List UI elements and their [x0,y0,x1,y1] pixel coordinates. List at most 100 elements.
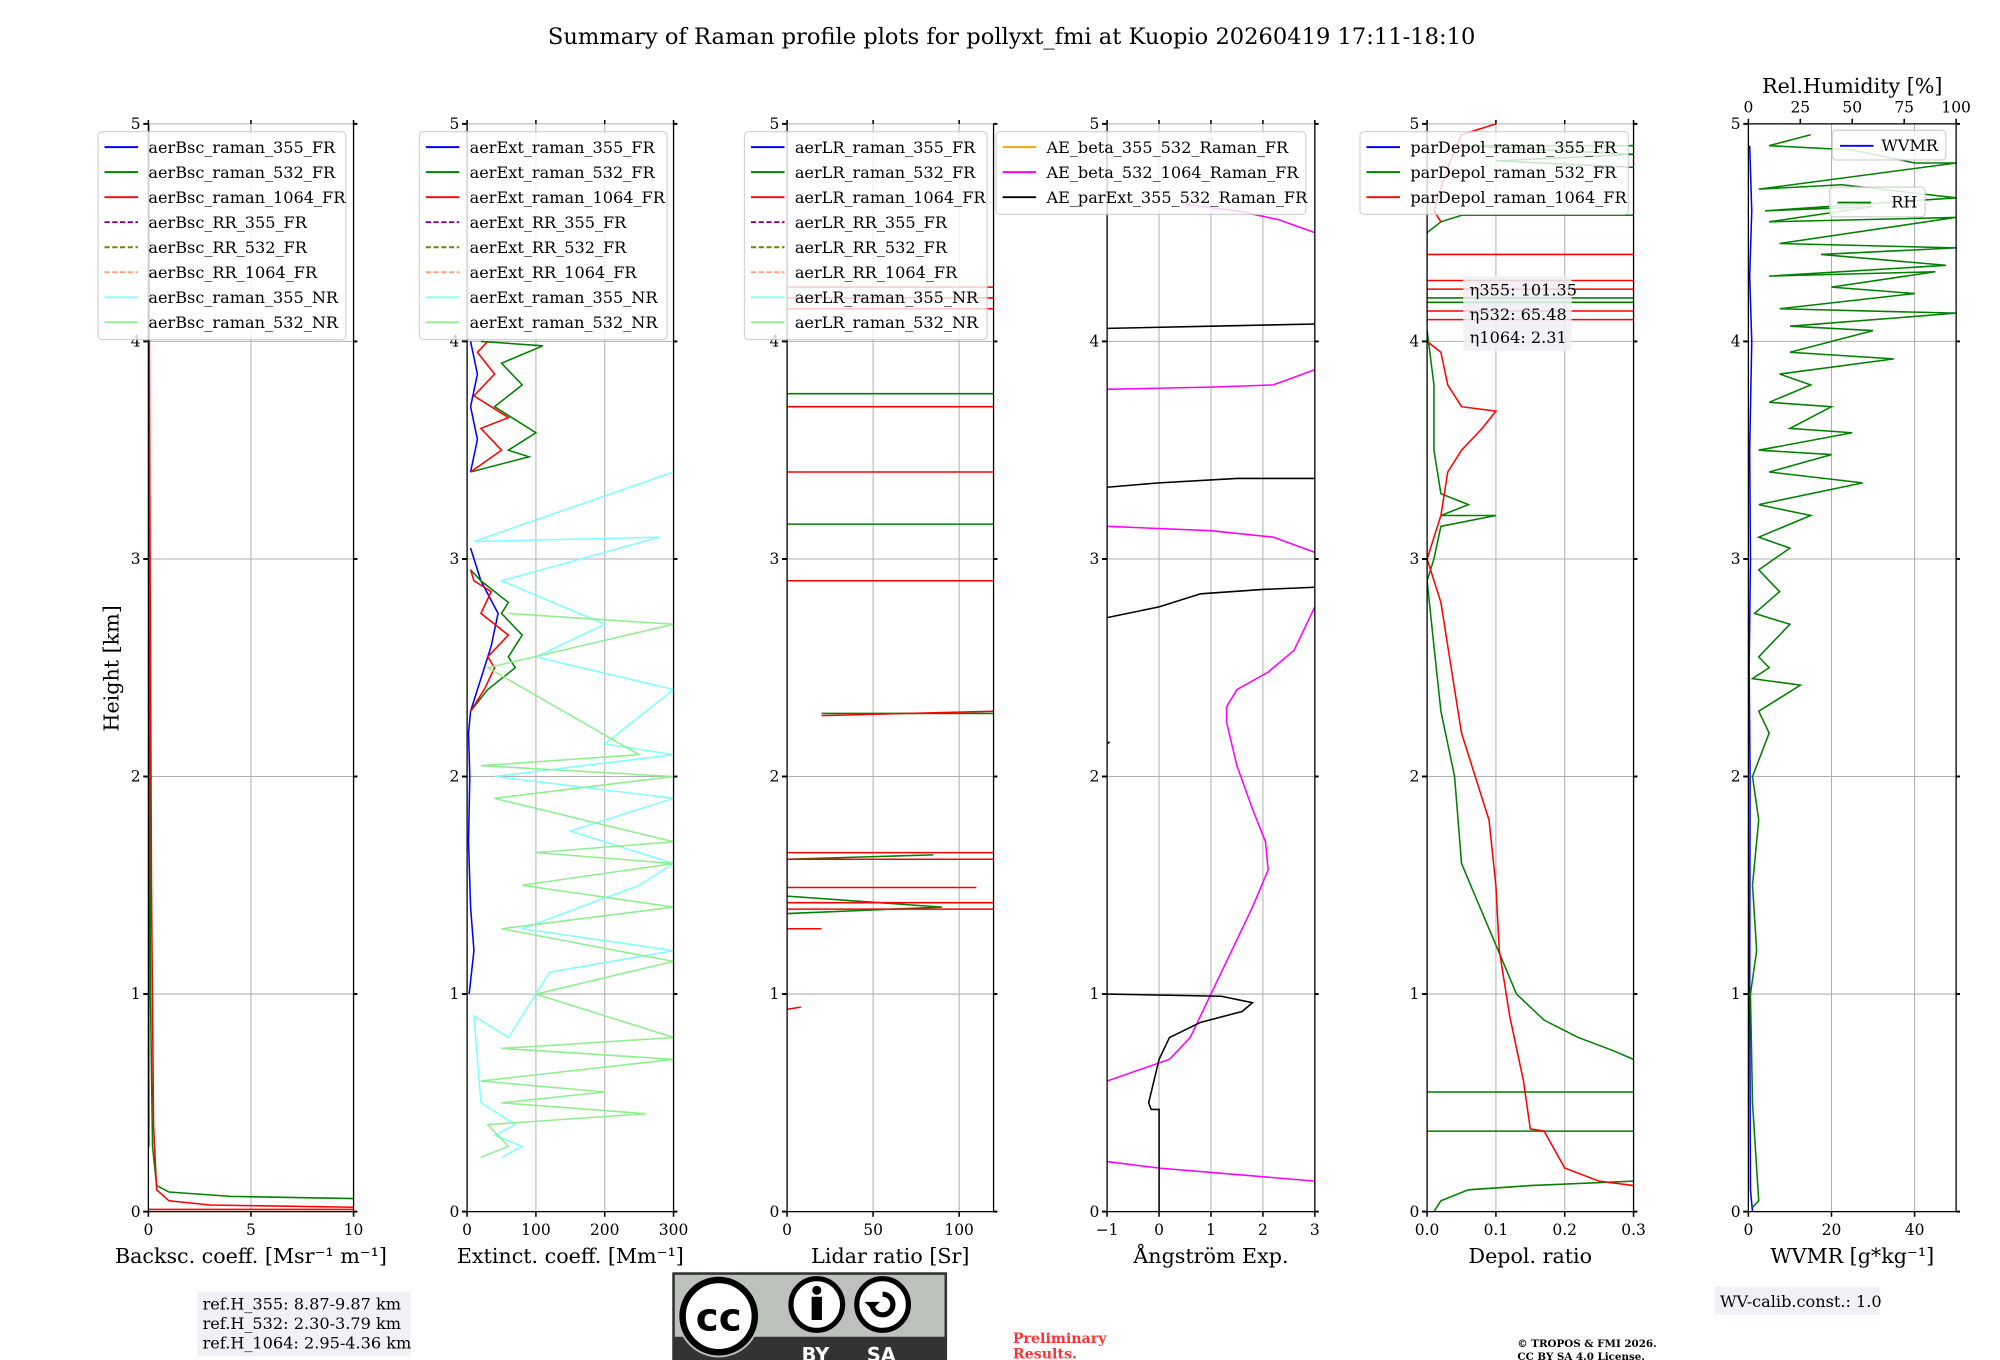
series-line-aerBsc_raman_1064_FR [148,123,354,1208]
legend-label: aerBsc_raman_532_NR [148,313,339,332]
eta-532: η532: 65.48 [1470,305,1567,324]
eta-1064: η1064: 2.31 [1470,328,1567,347]
ref-height-355: ref.H_355: 8.87-9.87 km [203,1295,401,1314]
y-tick-label: 3 [1410,550,1420,568]
x-tick-label: 5 [246,1221,256,1239]
legend: aerExt_raman_355_FR aerExt_raman_532_FRae… [418,130,668,341]
x-tick-label: 100 [944,1221,974,1239]
legend-RH: RH [1829,186,1926,218]
y-tick-label: 4 [1410,333,1420,351]
y-tick-label: 3 [1731,550,1741,568]
series-line-AE_parExt_355_532_Raman_FR [1107,993,1255,1212]
x-tick-label: 0 [462,1221,472,1239]
legend-label: parDepol_raman_355_FR [1410,138,1617,157]
x-axis-label: Depol. ratio [1469,1244,1593,1268]
copyright-line1: © TROPOS & FMI 2026. [1517,1338,1656,1350]
y-tick-label: 2 [770,768,780,786]
y-tick-label: 0 [1731,1203,1741,1221]
y-tick-label: 1 [1731,985,1741,1003]
series-line-aerExt_raman_355_FR [469,341,479,473]
series-line-AE_parExt_355_532_Raman_FR [1107,323,1315,330]
preliminary-text-line1: Preliminary [1013,1331,1107,1347]
x-tick-label: 300 [659,1221,689,1239]
y-tick-label: 3 [450,550,460,568]
y-tick-label: 5 [770,115,780,133]
y-tick-label: 1 [450,985,460,1003]
legend-label: aerExt_raman_355_NR [470,288,659,307]
top-tick-label: 0 [1743,98,1753,116]
panel-5: 0 1 2 3 4 5 0.0 0.1 0.2 0.3 Depol. ratio parDepol_r… [1359,115,1646,1268]
legend: aerBsc_raman_355_FR aerBsc_raman_532_FRae… [97,130,347,341]
legend-label: WVMR [1881,136,1939,155]
legend-label: parDepol_raman_532_FR [1410,163,1617,182]
top-tick-label: 100 [1941,98,1971,116]
x-axis-label: Backsc. coeff. [Msr⁻¹ m⁻¹] [115,1244,387,1268]
reference-heights-box: ref.H_355: 8.87-9.87 km ref.H_532: 2.30-… [197,1291,412,1357]
panel-2: 0 1 2 3 4 5 0 100 200 300 Extinct. coeff. [Mm⁻¹] ae… [418,115,689,1268]
series-line-aerLR_raman_1064_FR [787,1006,802,1011]
legend-label: aerLR_RR_1064_FR [795,263,958,282]
y-tick-label: 4 [131,333,141,351]
x-axis-label: WVMR [g*kg⁻¹] [1770,1244,1934,1268]
x-axis-label: Extinct. coeff. [Mm⁻¹] [457,1244,684,1268]
by-label: BY [802,1343,831,1360]
ref-height-1064: ref.H_1064: 2.95-4.36 km [203,1333,412,1352]
y-tick-label: 5 [1731,115,1741,133]
svg-text:cc: cc [696,1295,742,1340]
y-tick-label: 2 [1731,768,1741,786]
series-line-AE_parExt_355_532_Raman_FR [1107,477,1315,488]
legend-label: aerExt_raman_532_NR [470,313,659,332]
legend-label: aerLR_raman_532_NR [795,313,979,332]
legend: aerLR_raman_355_FR aerLR_raman_532_FR aerL… [743,130,988,341]
y-tick-label: 2 [1410,768,1420,786]
y-tick-label: 0 [1090,1203,1100,1221]
x-tick-label: 0 [143,1221,153,1239]
series-line-aerBsc_raman_532_FR [148,123,354,1200]
legend-label: aerBsc_RR_532_FR [148,238,307,257]
x-tick-label: 200 [590,1221,620,1239]
legend-label: aerLR_raman_532_FR [795,163,976,182]
series-line-aerExt_raman_355_NR [473,471,674,1158]
x-tick-label: 0.0 [1415,1221,1440,1239]
series-line-aerExt_raman_532_FR [470,340,544,473]
y-tick-label: 5 [131,115,141,133]
legend-label: aerBsc_raman_1064_FR [148,188,346,207]
legend-label: aerBsc_raman_532_FR [148,163,336,182]
x-tick-label: 0.3 [1621,1221,1646,1239]
series-line-RH [1749,133,1957,1208]
legend-label: aerLR_RR_532_FR [795,238,948,257]
legend-label: aerExt_raman_532_FR [470,163,656,182]
y-tick-label: 1 [1410,985,1420,1003]
series-line-parDepol_raman_532_FR [1433,1180,1634,1212]
legend: parDepol_raman_355_FR parDepol_raman_532_… [1359,130,1630,216]
legend-label: parDepol_raman_1064_FR [1410,188,1627,207]
y-axis-label: Height [km] [100,605,124,731]
x-tick-label: 2 [1258,1221,1268,1239]
x-tick-label: 20 [1822,1221,1842,1239]
y-tick-label: 2 [450,768,460,786]
series-line-AE_beta_532_1064_Raman_FR [1107,606,1315,1082]
x-tick-label: −1 [1096,1221,1119,1239]
x-tick-label: 0.2 [1552,1221,1577,1239]
y-tick-label: 4 [1090,333,1100,351]
series-line-AE_parExt_355_532_Raman_FR [1107,586,1315,619]
cc-by-sa-logo: cc BY SA [672,1272,948,1360]
legend-label: AE_beta_355_532_Raman_FR [1045,138,1289,157]
y-tick-label: 5 [450,115,460,133]
series-line-aerExt_raman_532_NR [480,612,674,1159]
y-tick-label: 0 [131,1203,141,1221]
series-line-aerLR_raman_1064_FR [821,710,994,717]
x-tick-label: 3 [1310,1221,1320,1239]
panel-1: 0 1 2 3 4 5 0 5 10 Backsc. coeff. [Msr⁻¹ m⁻¹] aerB… [97,115,387,1268]
series-line-WVMR [1748,145,1754,1212]
legend-label: aerLR_raman_355_FR [795,138,976,157]
legend-WVMR: WVMR [1831,129,1947,161]
legend-label: RH [1891,193,1917,212]
series-line-aerExt_raman_1064_FR [470,340,511,473]
x-tick-label: 1 [1206,1221,1216,1239]
y-tick-label: 3 [1090,550,1100,568]
legend-label: aerExt_raman_355_FR [470,138,656,157]
copyright-line2: CC BY SA 4.0 License. [1517,1351,1645,1360]
